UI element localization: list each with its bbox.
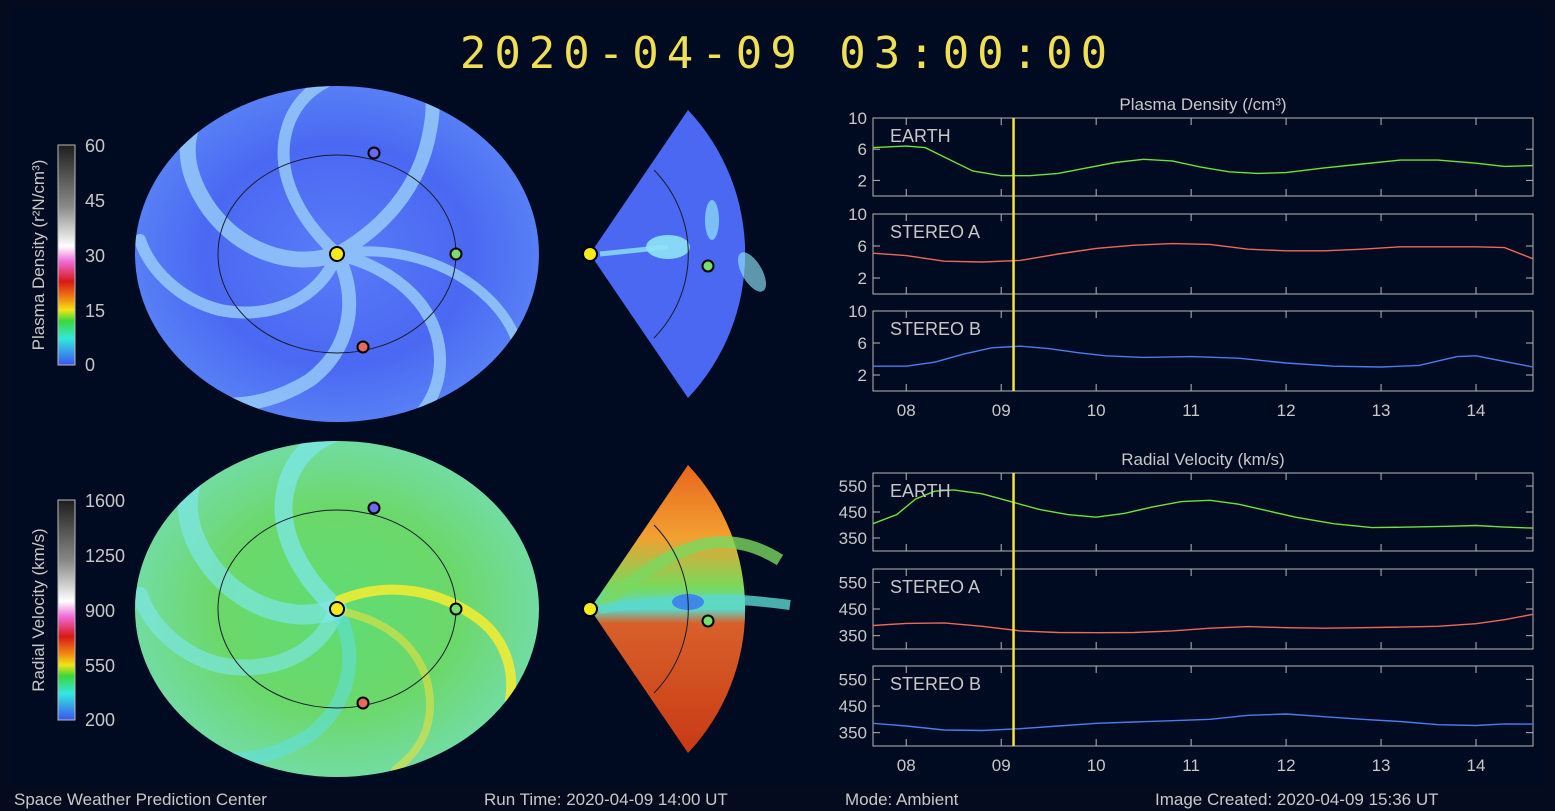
- x-tick-label: 13: [1372, 401, 1391, 420]
- density-meridional-map: [582, 110, 766, 398]
- velocity-timeseries: Radial Velocity (km/s) 550 450 350 EARTH 550 4…: [839, 450, 1534, 775]
- y-tick-label: 10: [848, 302, 867, 321]
- sun-marker: [329, 601, 345, 617]
- series-line-stereo-a: [872, 242, 1534, 263]
- series-line-stereo-b: [872, 713, 1534, 732]
- y-tick-label: 2: [858, 171, 867, 190]
- time-series-charts: Plasma Density (/cm³) 10 6 2 EARTH 10 6 2 STEREO…: [839, 95, 1534, 775]
- series-line-stereo-a: [872, 613, 1534, 634]
- stereo-b-marker: [367, 146, 381, 160]
- sun-marker: [329, 246, 345, 262]
- panel-label: STEREO B: [890, 319, 981, 339]
- velocity-meridional-map: [582, 465, 791, 753]
- stereo-a-marker: [356, 696, 370, 710]
- footer-image-created: Image Created: 2020-04-09 15:36 UT: [1155, 790, 1439, 809]
- x-tick-label: 11: [1182, 401, 1200, 420]
- velocity-tick: 200: [85, 710, 115, 730]
- x-tick-label: 08: [897, 756, 916, 775]
- velocity-tick: 550: [85, 656, 115, 676]
- panel-label: STEREO A: [890, 577, 980, 597]
- density-colorbar-label: Plasma Density (r²N/cm³): [29, 160, 48, 351]
- panel-label: EARTH: [890, 481, 951, 501]
- velocity-ecliptic-map: [135, 441, 539, 777]
- density-ecliptic-map: [135, 86, 539, 422]
- velocity-tick: 1600: [85, 491, 125, 511]
- x-tick-label: 12: [1277, 756, 1296, 775]
- panel-label: STEREO A: [890, 222, 980, 242]
- earth-marker: [701, 614, 715, 628]
- y-tick-label: 6: [858, 237, 867, 256]
- y-tick-label: 450: [839, 697, 867, 716]
- earth-marker: [701, 259, 715, 273]
- sun-marker: [582, 246, 598, 262]
- y-tick-label: 6: [858, 140, 867, 159]
- footer-mode: Mode: Ambient: [845, 790, 959, 809]
- x-tick-label: 08: [897, 401, 916, 420]
- panel-label: EARTH: [890, 126, 951, 146]
- x-tick-label: 12: [1277, 401, 1296, 420]
- y-tick-label: 10: [848, 205, 867, 224]
- chart-title: Plasma Density (/cm³): [1119, 95, 1286, 114]
- panel-frame: [872, 213, 1534, 295]
- panel-frame: [872, 310, 1534, 392]
- footer-org: Space Weather Prediction Center: [14, 790, 267, 809]
- earth-marker: [449, 247, 463, 261]
- stereo-b-marker: [367, 501, 381, 515]
- y-tick-label: 6: [858, 334, 867, 353]
- density-timeseries: Plasma Density (/cm³) 10 6 2 EARTH 10 6 2 STEREO…: [848, 95, 1534, 420]
- y-tick-label: 350: [839, 627, 867, 646]
- y-tick-label: 550: [839, 573, 867, 592]
- chart-title: Radial Velocity (km/s): [1121, 450, 1284, 469]
- series-line-stereo-b: [873, 345, 1534, 368]
- density-tick: 60: [85, 136, 105, 156]
- stereo-a-marker: [356, 340, 370, 354]
- density-tick: 30: [85, 246, 105, 266]
- velocity-colorbar-label: Radial Velocity (km/s): [29, 528, 48, 691]
- x-tick-label: 09: [992, 401, 1011, 420]
- x-tick-label: 10: [1087, 756, 1106, 775]
- velocity-tick: 1250: [85, 546, 125, 566]
- page-title: 2020-04-09 03:00:00: [459, 28, 1116, 79]
- density-colorbar: Plasma Density (r²N/cm³) 60 45 30 15 0: [29, 136, 105, 375]
- velocity-tick: 900: [85, 601, 115, 621]
- density-tick: 0: [85, 355, 95, 375]
- x-tick-label: 14: [1467, 756, 1486, 775]
- y-tick-label: 450: [839, 600, 867, 619]
- y-tick-label: 550: [839, 477, 867, 496]
- series-line-earth: [872, 489, 1534, 529]
- density-tick: 15: [85, 301, 105, 321]
- x-tick-label: 14: [1467, 401, 1486, 420]
- y-tick-label: 10: [848, 109, 867, 128]
- y-tick-label: 550: [839, 670, 867, 689]
- panel-label: STEREO B: [890, 674, 981, 694]
- y-tick-label: 2: [858, 269, 867, 288]
- y-tick-label: 350: [839, 529, 867, 548]
- y-tick-label: 350: [839, 724, 867, 743]
- panel-frame: [872, 472, 1534, 552]
- y-tick-label: 450: [839, 503, 867, 522]
- footer-run-time: Run Time: 2020-04-09 14:00 UT: [484, 790, 728, 809]
- x-tick-label: 13: [1372, 756, 1391, 775]
- y-tick-label: 2: [858, 366, 867, 385]
- x-tick-label: 10: [1087, 401, 1106, 420]
- velocity-colorbar: Radial Velocity (km/s) 1600 1250 900 550…: [29, 491, 125, 730]
- earth-marker: [449, 602, 463, 616]
- density-tick: 45: [85, 191, 105, 211]
- x-tick-label: 09: [992, 756, 1011, 775]
- panel-frame: [872, 117, 1534, 197]
- sun-marker: [582, 601, 598, 617]
- series-line-earth: [872, 145, 1534, 177]
- x-tick-label: 11: [1182, 756, 1200, 775]
